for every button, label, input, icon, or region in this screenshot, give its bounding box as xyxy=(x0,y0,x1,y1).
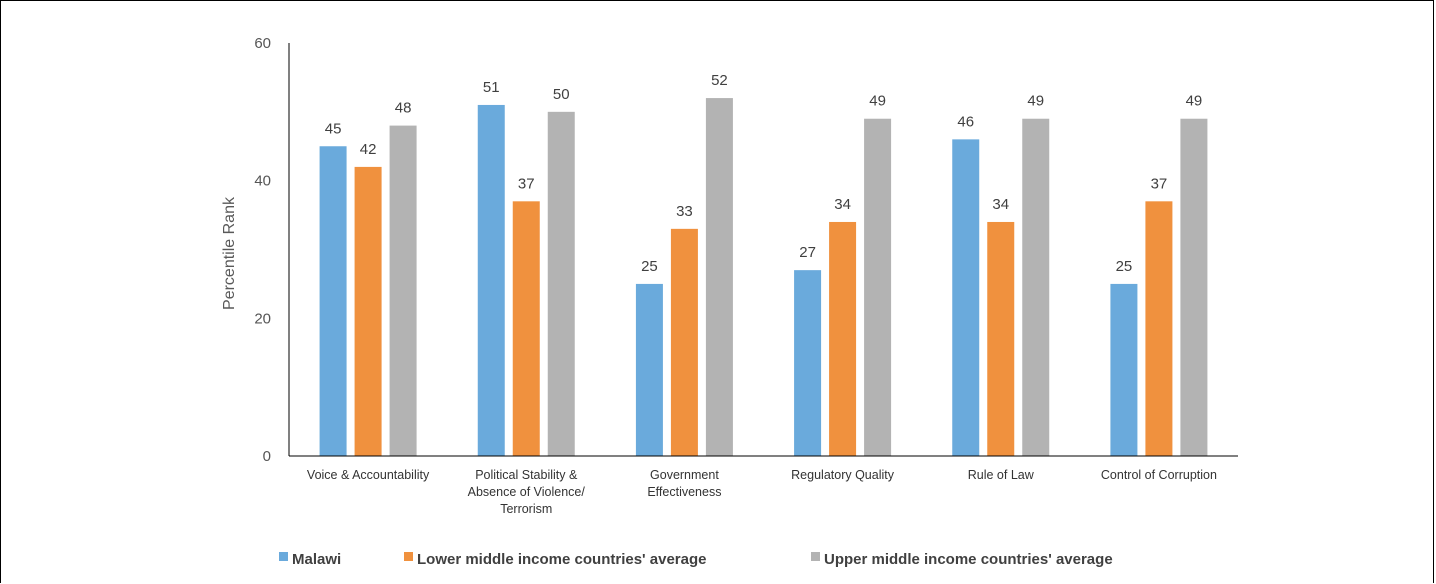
legend-label: Lower middle income countries' average xyxy=(417,551,707,568)
y-tick-label: 40 xyxy=(254,173,271,190)
data-label: 37 xyxy=(518,175,535,192)
x-tick-label: Rule of Law xyxy=(968,468,1035,482)
data-label: 33 xyxy=(676,203,693,220)
bar xyxy=(389,125,417,456)
bar xyxy=(319,146,347,456)
legend-label: Malawi xyxy=(292,551,341,568)
x-tick-label: Government Effectiveness xyxy=(647,468,721,499)
legend-swatch xyxy=(404,552,413,561)
x-tick-label: Regulatory Quality xyxy=(791,468,895,482)
data-label: 49 xyxy=(869,93,886,110)
bar xyxy=(705,98,733,457)
x-tick-label-line: Control of Corruption xyxy=(1101,468,1217,482)
bar xyxy=(1022,118,1050,456)
bar xyxy=(987,221,1015,456)
x-tick-label-line: Rule of Law xyxy=(968,468,1035,482)
x-axis: Voice & Accountability Political Stabilit… xyxy=(289,455,1238,516)
y-tick-label: 20 xyxy=(254,310,271,327)
bar xyxy=(477,104,505,456)
bar xyxy=(547,111,575,456)
x-tick-label-line: Regulatory Quality xyxy=(791,468,895,482)
y-axis-label: Percentile Rank xyxy=(221,196,238,310)
data-label: 49 xyxy=(1186,93,1203,110)
data-label: 52 xyxy=(711,72,728,89)
y-tick-label: 60 xyxy=(254,35,271,52)
bar xyxy=(829,221,857,456)
x-tick-label-line: Terrorism xyxy=(500,502,552,516)
x-tick-label-line: Effectiveness xyxy=(647,485,721,499)
data-label: 42 xyxy=(360,141,377,158)
y-tick-label: 0 xyxy=(263,448,271,465)
legend: Malawi Lower middle income countries' ave… xyxy=(279,551,1113,568)
x-tick-label-line: Voice & Accountability xyxy=(307,468,430,482)
x-tick-label-line: Absence of Violence/ xyxy=(468,485,586,499)
bar xyxy=(354,166,382,456)
bar xyxy=(670,228,698,456)
data-label: 27 xyxy=(799,244,816,261)
data-label: 34 xyxy=(992,196,1009,213)
data-label: 46 xyxy=(957,113,974,130)
legend-swatch xyxy=(279,552,288,561)
bar xyxy=(952,139,980,456)
x-tick-label: Control of Corruption xyxy=(1101,468,1217,482)
data-label: 48 xyxy=(395,100,412,117)
data-label: 25 xyxy=(1116,258,1133,275)
data-label: 45 xyxy=(325,120,342,137)
x-tick-label-line: Political Stability & xyxy=(475,468,578,482)
x-tick-label: Political Stability & Absence of Violence… xyxy=(468,468,586,516)
bar xyxy=(1180,118,1208,456)
y-axis: 0 20 40 60 Percentile Rank xyxy=(221,35,290,465)
legend-label: Upper middle income countries' average xyxy=(824,551,1113,568)
data-label: 34 xyxy=(834,196,851,213)
x-tick-label: Voice & Accountability xyxy=(307,468,430,482)
data-label: 37 xyxy=(1151,175,1168,192)
data-label: 50 xyxy=(553,86,570,103)
bar xyxy=(1145,201,1173,456)
legend-swatch xyxy=(811,552,820,561)
bars: 45 42 48 51 37 50 25 33 52 27 34 49 46 34 49 25 37 49 xyxy=(319,72,1208,457)
bar xyxy=(512,201,540,456)
data-label: 49 xyxy=(1027,93,1044,110)
data-label: 25 xyxy=(641,258,658,275)
bar xyxy=(1110,283,1138,456)
bar xyxy=(635,283,663,456)
data-label: 51 xyxy=(483,79,500,96)
x-tick-label-line: Government xyxy=(650,468,719,482)
bar xyxy=(794,270,822,456)
bar xyxy=(864,118,892,456)
